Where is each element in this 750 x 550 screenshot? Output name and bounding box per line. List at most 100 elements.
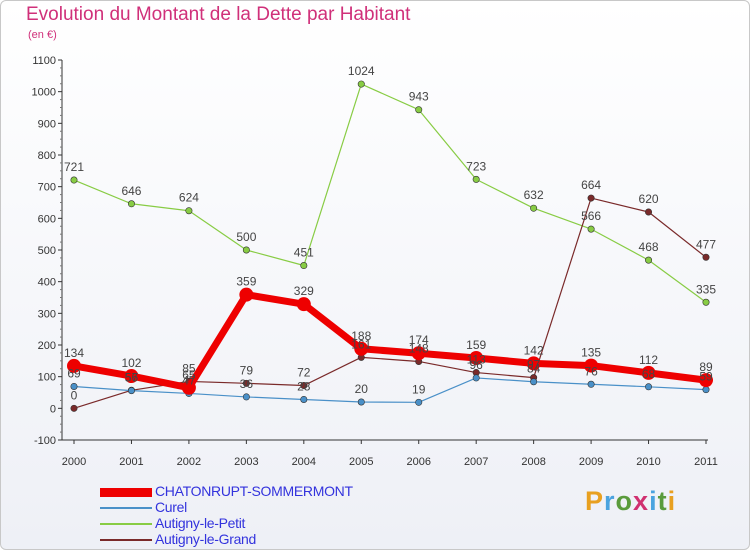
data-point-autigny-le-grand <box>300 382 308 390</box>
logo-letter: x <box>633 486 650 516</box>
data-label-chatonrupt-sommermont: 89 <box>699 360 713 374</box>
data-label-curel: 28 <box>297 379 311 393</box>
x-tick-label: 2010 <box>636 456 660 468</box>
y-tick-label: 600 <box>38 213 56 225</box>
data-point-autigny-le-petit <box>415 106 423 114</box>
data-point-autigny-le-petit <box>300 262 308 270</box>
data-label-chatonrupt-sommermont: 174 <box>409 333 429 347</box>
series-layer <box>67 80 713 412</box>
chart-title: Evolution du Montant de la Dette par Hab… <box>26 4 411 25</box>
data-label-chatonrupt-sommermont: 159 <box>466 338 486 352</box>
data-point-chatonrupt-sommermont <box>641 365 656 380</box>
chart-subtitle: (en €) <box>28 29 57 41</box>
data-label-curel: 96 <box>470 358 484 372</box>
data-label-chatonrupt-sommermont: 329 <box>294 284 314 298</box>
logo-letter: i <box>667 486 677 516</box>
logo-letter: i <box>649 486 658 516</box>
legend-item: CHATONRUPT-SOMMERMONT <box>100 483 420 501</box>
logo-letter: t <box>657 486 668 516</box>
data-point-curel <box>530 378 538 386</box>
data-label-chatonrupt-sommermont: 134 <box>64 346 84 360</box>
logo-letter: r <box>604 486 616 516</box>
chart-axes: -100010020030040050060070080090010001100… <box>32 55 718 468</box>
y-tick-label: 100 <box>38 372 56 384</box>
data-label-curel: 56 <box>125 371 139 385</box>
y-tick-label: -100 <box>34 435 56 447</box>
data-point-autigny-le-petit <box>357 80 365 88</box>
data-point-curel <box>587 380 595 388</box>
data-label-autigny-le-grand: 161 <box>351 337 371 351</box>
data-point-curel <box>300 395 308 403</box>
data-label-autigny-le-grand: 57 <box>125 370 139 384</box>
y-tick-label: 900 <box>38 118 56 130</box>
data-point-curel <box>472 374 480 382</box>
data-label-autigny-le-petit: 646 <box>121 184 141 198</box>
data-point-autigny-le-grand <box>587 194 595 202</box>
data-label-autigny-le-grand: 72 <box>297 366 311 380</box>
legend-item: Autigny-le-Grand <box>100 531 420 549</box>
data-point-autigny-le-petit <box>702 298 710 306</box>
data-label-autigny-le-grand: 85 <box>182 361 196 375</box>
data-point-chatonrupt-sommermont <box>411 346 426 361</box>
data-point-chatonrupt-sommermont <box>526 356 541 371</box>
data-label-autigny-le-petit: 335 <box>696 282 716 296</box>
data-point-autigny-le-grand <box>645 208 653 216</box>
data-label-autigny-le-grand: 148 <box>409 341 429 355</box>
legend-item: Autigny-le-Petit <box>100 515 420 533</box>
data-point-chatonrupt-sommermont <box>354 341 369 356</box>
x-tick-label: 2008 <box>521 456 545 468</box>
data-point-autigny-le-petit <box>242 246 250 254</box>
data-point-chatonrupt-sommermont <box>296 297 311 312</box>
data-point-chatonrupt-sommermont <box>584 358 599 373</box>
data-point-autigny-le-petit <box>472 175 480 183</box>
x-tick-label: 2002 <box>177 456 201 468</box>
legend-item: Curel <box>100 499 420 517</box>
data-point-autigny-le-petit <box>70 176 78 184</box>
data-label-chatonrupt-sommermont: 135 <box>581 346 601 360</box>
data-label-chatonrupt-sommermont: 142 <box>524 343 544 357</box>
x-tick-label: 2003 <box>234 456 258 468</box>
data-point-curel <box>415 398 423 406</box>
x-tick-label: 2005 <box>349 456 373 468</box>
data-label-autigny-le-petit: 632 <box>524 188 544 202</box>
data-label-autigny-le-petit: 500 <box>236 230 256 244</box>
legend-label: Autigny-le-Grand <box>155 531 257 547</box>
data-label-chatonrupt-sommermont: 102 <box>121 356 141 370</box>
x-tick-label: 2006 <box>406 456 430 468</box>
data-label-autigny-le-petit: 943 <box>409 90 429 104</box>
data-label-curel: 76 <box>584 364 598 378</box>
data-label-curel: 36 <box>240 377 254 391</box>
data-label-autigny-le-grand: 79 <box>240 363 254 377</box>
legend-label: Curel <box>155 499 187 515</box>
data-point-curel <box>70 382 78 390</box>
data-point-autigny-le-petit <box>185 207 193 215</box>
data-label-autigny-le-grand: 97 <box>527 358 541 372</box>
legend-swatch <box>100 539 152 541</box>
y-tick-label: 200 <box>38 340 56 352</box>
y-tick-label: 500 <box>38 245 56 257</box>
y-tick-label: 1000 <box>32 87 56 99</box>
x-tick-label: 2009 <box>579 456 603 468</box>
legend-label: Autigny-le-Petit <box>155 515 246 531</box>
data-label-autigny-le-grand: 0 <box>71 388 78 402</box>
legend-swatch <box>100 523 152 525</box>
data-label-autigny-le-petit: 723 <box>466 159 486 173</box>
data-label-curel: 69 <box>67 366 81 380</box>
x-tick-label: 2001 <box>119 456 143 468</box>
data-point-autigny-le-grand <box>702 253 710 261</box>
series-line-chatonrupt-sommermont <box>73 291 707 392</box>
data-label-autigny-le-grand: 620 <box>639 192 659 206</box>
legend-label: CHATONRUPT-SOMMERMONT <box>155 483 353 499</box>
data-label-curel: 84 <box>527 362 541 376</box>
data-label-autigny-le-petit: 721 <box>64 160 84 174</box>
data-point-autigny-le-petit <box>530 204 538 212</box>
data-label-curel: 68 <box>642 367 656 381</box>
y-tick-label: 0 <box>50 403 56 415</box>
y-tick-label: 400 <box>38 277 56 289</box>
x-tick-label: 2007 <box>464 456 488 468</box>
data-label-chatonrupt-sommermont: 359 <box>236 275 256 289</box>
data-point-curel <box>242 393 250 401</box>
data-point-chatonrupt-sommermont <box>699 373 713 388</box>
data-label-autigny-le-petit: 468 <box>639 240 659 254</box>
